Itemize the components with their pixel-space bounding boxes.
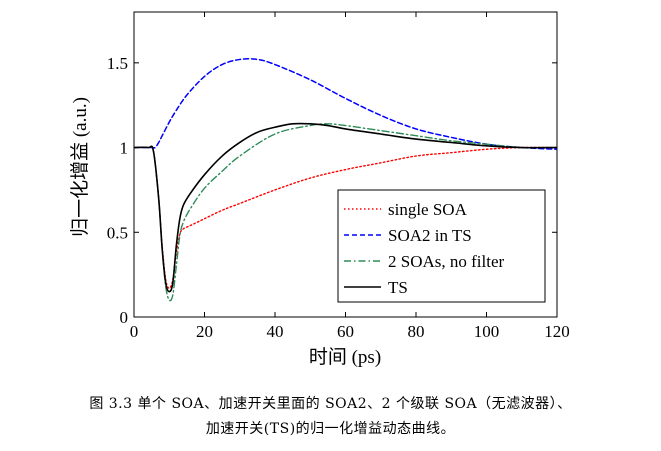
legend: single SOA SOA2 in TS 2 SOAs, no filter TS [337,189,546,303]
legend-label-2-soas-no-filter: 2 SOAs, no filter [388,252,505,271]
x-tick-label: 120 [544,322,570,341]
x-tick-label: 60 [337,322,354,341]
x-axis-title: 时间 (ps) [309,346,381,368]
legend-label-ts: TS [388,278,408,297]
x-tick-label: 40 [267,322,284,341]
figure-caption: 图 3.3 单个 SOA、加速开关里面的 SOA2、2 个级联 SOA（无滤波器… [0,392,661,442]
y-axis-ticks: 0 0.5 1 1.5 [107,54,557,327]
y-tick-label: 1 [120,139,129,158]
series-line-soa2-in-ts [134,58,557,150]
legend-label-single-soa: single SOA [388,200,468,219]
x-tick-label: 0 [130,322,139,341]
legend-label-soa2-in-ts: SOA2 in TS [388,226,472,245]
x-axis-ticks: 0 20 40 60 80 100 120 [130,12,570,341]
y-tick-label: 0 [120,308,129,327]
y-axis-title: 归一化增益 (a.u.) [69,97,91,237]
x-tick-label: 100 [474,322,500,341]
caption-line-1: 图 3.3 单个 SOA、加速开关里面的 SOA2、2 个级联 SOA（无滤波器… [89,396,572,412]
caption-line-2: 加速开关(TS)的归一化增益动态曲线。 [205,421,456,437]
y-tick-label: 1.5 [107,54,128,73]
y-tick-label: 0.5 [107,223,128,242]
series-lines [134,58,557,302]
series-line-ts [134,122,557,293]
x-tick-label: 20 [196,322,213,341]
series-line-single-soa [134,145,557,289]
x-tick-label: 80 [408,322,425,341]
